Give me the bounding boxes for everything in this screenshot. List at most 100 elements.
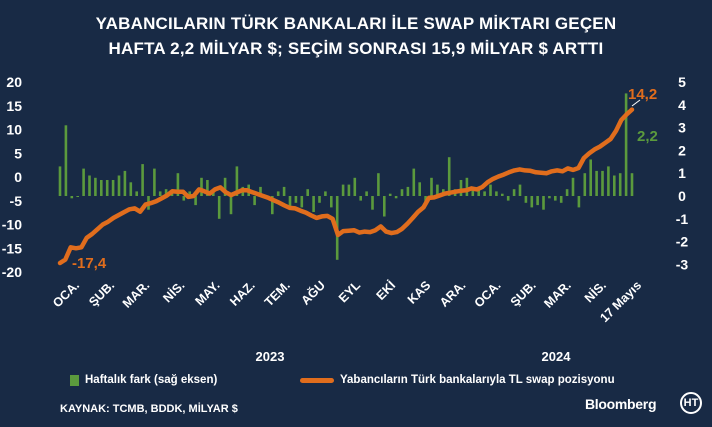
bar	[554, 196, 557, 201]
bar	[483, 191, 486, 196]
bar	[341, 184, 345, 196]
x-tick-label: OCA.	[50, 278, 82, 310]
left-tick-label: 0	[14, 169, 22, 185]
bar	[618, 173, 622, 196]
bar	[135, 191, 138, 196]
end-line-value-label: 14,2	[628, 86, 657, 103]
swap-position-line	[57, 107, 635, 266]
x-tick-label: MAR.	[120, 278, 152, 310]
bar	[117, 175, 121, 196]
bar	[271, 196, 274, 215]
bar	[613, 175, 616, 196]
x-tick-label: MAY.	[192, 278, 222, 308]
x-tick-label: ŞUB.	[86, 278, 117, 309]
bar	[182, 196, 186, 201]
x-tick-label: AĞU	[298, 278, 328, 308]
bar	[447, 157, 451, 196]
bar	[347, 184, 351, 196]
year-label: 2024	[542, 349, 572, 364]
bar	[477, 186, 480, 196]
bar	[383, 196, 386, 217]
legend-bar-swatch	[70, 374, 79, 386]
start-value-label: -17,4	[72, 255, 107, 272]
x-tick-label: MAR.	[541, 278, 573, 310]
bar	[624, 93, 628, 196]
legend-line-swatch	[300, 377, 334, 383]
right-tick-label: 5	[678, 74, 686, 90]
x-tick-label: EKİ	[373, 278, 398, 303]
bar	[188, 191, 191, 196]
bar	[217, 196, 221, 219]
bar	[607, 166, 610, 196]
bar	[100, 180, 103, 196]
right-tick-label: -3	[676, 256, 689, 272]
bloomberg-logo: Bloomberg	[585, 396, 657, 412]
bar	[200, 177, 203, 196]
bar	[288, 196, 292, 208]
bar	[542, 196, 545, 210]
bar	[330, 196, 333, 208]
bar	[176, 173, 180, 196]
bar	[235, 166, 239, 196]
bar-series	[58, 93, 634, 260]
bar	[436, 184, 439, 196]
bar	[430, 177, 433, 196]
bar	[506, 196, 510, 201]
bar	[400, 189, 404, 196]
x-tick-label: EYL	[336, 278, 363, 305]
bar	[306, 189, 309, 196]
bar	[630, 173, 634, 196]
chart-title-line1: YABANCILARIN TÜRK BANKALARI İLE SWAP MİK…	[95, 14, 617, 33]
bar	[577, 196, 581, 208]
bar	[158, 191, 162, 196]
bar	[70, 196, 74, 199]
bar	[111, 180, 115, 196]
bar	[459, 180, 463, 196]
bar	[259, 186, 262, 196]
bar	[318, 196, 321, 203]
end-line-leader	[631, 99, 641, 107]
end-bar-value-label: 2,2	[637, 128, 658, 145]
left-tick-label: -5	[10, 193, 23, 209]
left-tick-label: 15	[6, 98, 22, 114]
bar	[394, 196, 398, 199]
chart-title-line2: HAFTA 2,2 MİLYAR $; SEÇİM SONRASI 15,9 M…	[108, 39, 604, 58]
bar	[206, 180, 209, 196]
bar	[88, 175, 91, 196]
bar	[571, 177, 575, 196]
left-tick-label: -20	[2, 264, 22, 280]
bar	[312, 196, 315, 212]
right-tick-label: 0	[678, 188, 686, 204]
bar	[324, 191, 327, 196]
bar	[76, 196, 79, 197]
x-axis: OCA. ŞUB. MAR. NİS. MAY. HAZ. TEM. AĞU EYL EKİ KAS…	[50, 278, 644, 364]
bar	[223, 177, 227, 196]
source-note: KAYNAK: TCMB, BDDK, MİLYAR $	[60, 403, 238, 415]
bar	[359, 196, 362, 201]
left-tick-label: 10	[6, 122, 22, 138]
bar	[58, 166, 62, 196]
bar	[365, 191, 368, 196]
legend-line: Yabancıların Türk bankalarıyla TL swap p…	[300, 374, 615, 386]
bar	[253, 196, 256, 206]
bar	[589, 159, 592, 196]
bar	[536, 196, 539, 206]
left-axis: 20 15 10 5 0 -5 -10 -15 -20	[2, 74, 22, 280]
bar	[595, 170, 598, 196]
bar	[601, 170, 604, 196]
x-tick-label: ŞUB.	[508, 278, 539, 309]
bar	[548, 196, 551, 199]
bar	[294, 196, 298, 203]
bar	[388, 193, 392, 196]
annotations: -17,4 14,2 2,2	[72, 86, 658, 272]
right-tick-label: 1	[678, 165, 686, 181]
ht-logo: HT	[680, 392, 702, 414]
bar	[412, 168, 416, 196]
x-tick-label: KAS	[405, 278, 434, 307]
bar	[282, 186, 286, 196]
bar	[129, 182, 133, 196]
legend-bar-label: Haftalık fark (sağ eksen)	[85, 374, 218, 386]
bar	[82, 168, 85, 196]
legend-bar: Haftalık fark (sağ eksen)	[70, 374, 217, 386]
